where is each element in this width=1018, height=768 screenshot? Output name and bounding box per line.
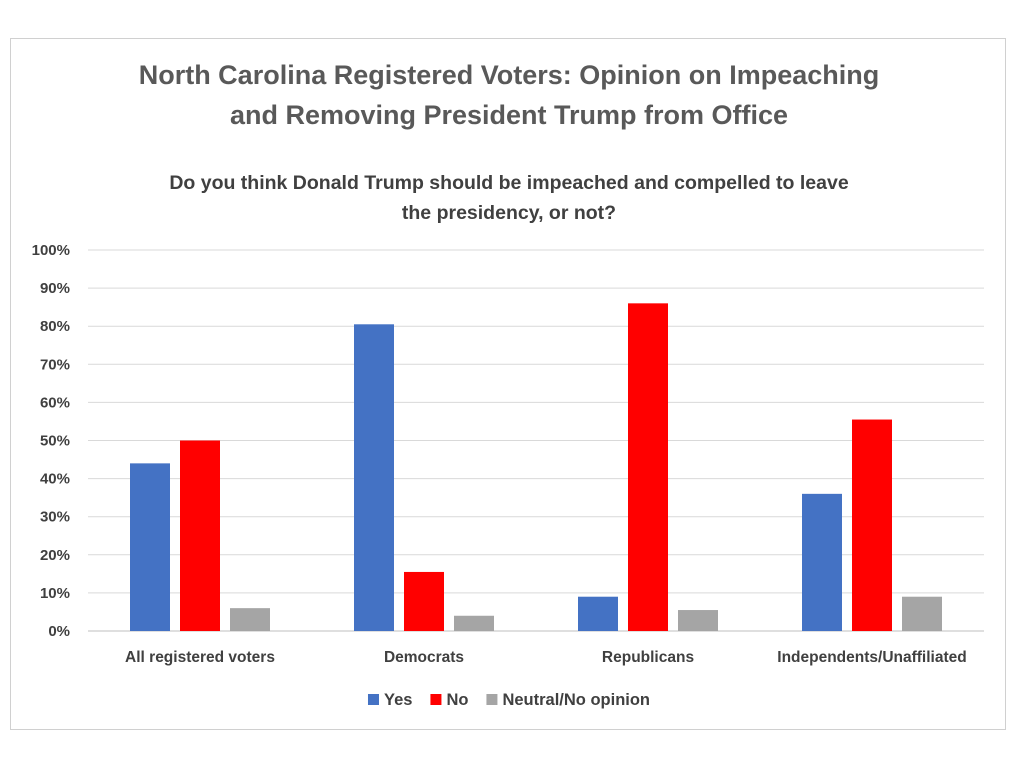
category-label: All registered voters [125, 649, 275, 666]
bar-no-2 [628, 303, 668, 631]
category-labels: All registered voters Democrats Republican… [125, 649, 967, 666]
category-label: Democrats [384, 649, 464, 666]
y-tick-label: 80% [40, 318, 70, 335]
bar-neutral-no-opinion-1 [454, 615, 494, 631]
bar-yes-2 [578, 596, 618, 631]
y-tick-label: 20% [40, 547, 70, 564]
legend-label: Neutral/No opinion [502, 691, 650, 709]
legend: Yes No Neutral/No opinion [367, 691, 650, 709]
y-tick-label: 10% [40, 585, 70, 602]
bar-yes-0 [130, 463, 170, 631]
bar-yes-3 [802, 493, 842, 631]
y-tick-label: 60% [40, 394, 70, 411]
bar-no-0 [180, 440, 220, 631]
bar-neutral-no-opinion-3 [902, 596, 942, 631]
bar-no-3 [852, 419, 892, 631]
y-tick-label: 70% [40, 356, 70, 373]
bar-neutral-no-opinion-0 [230, 608, 270, 631]
y-tick-label: 90% [40, 280, 70, 297]
y-tick-label: 30% [40, 509, 70, 526]
chart-title-line-1: North Carolina Registered Voters: Opinio… [139, 60, 880, 90]
y-tick-label: 50% [40, 433, 70, 450]
chart-subtitle-line-2: the presidency, or not? [402, 202, 616, 224]
legend-label: No [446, 691, 468, 709]
y-tick-label: 40% [40, 471, 70, 488]
category-label: Republicans [602, 649, 694, 666]
legend-label: Yes [384, 691, 412, 709]
legend-swatch-no [430, 694, 442, 705]
chart-subtitle-line-1: Do you think Donald Trump should be impe… [169, 172, 849, 194]
y-axis-tick-labels: 0% 10% 20% 30% 40% 50% 60% 70% 80% 90% 100% [32, 242, 70, 640]
category-label: Independents/Unaffiliated [777, 649, 966, 666]
chart-titles: North Carolina Registered Voters: Opinio… [139, 60, 880, 224]
y-tick-label: 0% [48, 623, 70, 640]
bar-yes-1 [354, 324, 394, 631]
gridlines [88, 249, 984, 632]
bars [130, 303, 942, 631]
bar-neutral-no-opinion-2 [678, 610, 718, 631]
bar-no-1 [404, 571, 444, 631]
y-tick-label: 100% [32, 242, 70, 259]
legend-swatch-neutral-no-opinion [486, 694, 498, 705]
chart-title-line-2: and Removing President Trump from Office [230, 100, 788, 130]
legend-swatch-yes [367, 694, 379, 705]
